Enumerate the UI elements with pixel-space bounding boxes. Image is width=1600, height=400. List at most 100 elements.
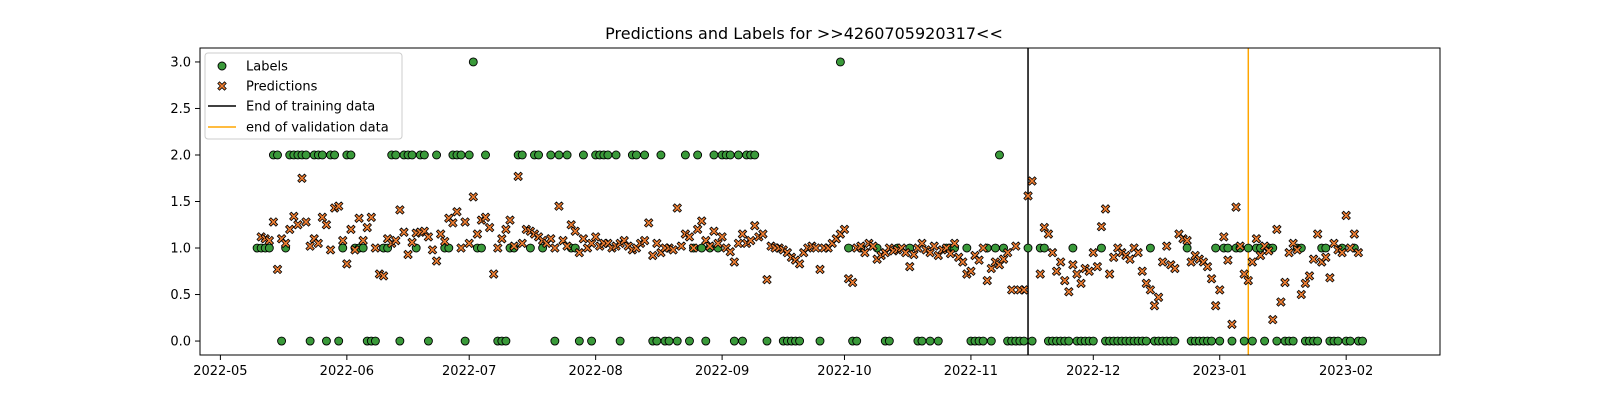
- label-point: [1288, 336, 1298, 346]
- label-point: [1358, 336, 1367, 346]
- prediction-point: [1263, 246, 1274, 256]
- y-tick-label: 0.5: [170, 288, 191, 303]
- y-tick-label: 2.5: [170, 102, 191, 117]
- legend-predictions-marker: [217, 81, 227, 91]
- label-point: [1096, 243, 1106, 253]
- prediction-point: [1182, 235, 1192, 246]
- label-point: [697, 243, 707, 253]
- label-point: [317, 150, 327, 160]
- prediction-point: [1288, 238, 1298, 249]
- prediction-point: [448, 218, 458, 228]
- label-point: [1243, 243, 1253, 253]
- label-point: [338, 243, 348, 253]
- label-point: [562, 150, 572, 160]
- prediction-point: [574, 247, 585, 258]
- prediction-point: [342, 259, 352, 269]
- label-point: [1064, 336, 1074, 346]
- label-point: [884, 336, 894, 346]
- label-point: [815, 336, 825, 346]
- label-point: [468, 57, 478, 67]
- prediction-point: [501, 224, 511, 235]
- prediction-point: [909, 249, 919, 260]
- prediction-point: [391, 235, 401, 246]
- label-point: [738, 336, 747, 346]
- prediction-point: [1280, 277, 1290, 288]
- y-tick-label: 2.0: [170, 148, 191, 163]
- prediction-point: [1210, 300, 1221, 311]
- prediction-point: [1137, 266, 1148, 277]
- label-point: [432, 150, 442, 160]
- prediction-point: [692, 224, 703, 235]
- prediction-point: [1153, 292, 1164, 303]
- predictions-series: [256, 171, 1364, 330]
- prediction-point: [1235, 241, 1245, 251]
- y-tick-label: 0.0: [170, 335, 191, 350]
- prediction-point: [1284, 247, 1294, 258]
- prediction-point: [484, 222, 495, 233]
- x-tick-label: 2023-01: [1193, 364, 1247, 379]
- prediction-point: [758, 229, 768, 239]
- prediction-point: [358, 235, 368, 246]
- prediction-point: [337, 235, 348, 246]
- prediction-point: [1059, 275, 1070, 286]
- prediction-point: [929, 241, 939, 251]
- prediction-point: [639, 235, 650, 246]
- prediction-point: [688, 243, 699, 253]
- prediction-point: [468, 192, 479, 202]
- prediction-point: [509, 241, 519, 251]
- x-axis: 2022-05 2022-06 2022-07 2022-08 2022-09 2022-…: [193, 355, 1373, 379]
- label-point: [444, 243, 454, 253]
- prediction-point: [1092, 261, 1103, 272]
- label-point: [264, 243, 274, 253]
- prediction-point: [1170, 263, 1180, 274]
- prediction-point: [860, 247, 870, 258]
- label-point: [680, 150, 690, 160]
- prediction-point: [456, 243, 466, 253]
- prediction-point: [350, 245, 360, 255]
- label-point: [460, 336, 470, 346]
- prediction-point: [321, 219, 332, 230]
- prediction-point: [1161, 241, 1172, 251]
- label-point: [1260, 336, 1270, 346]
- label-point: [1182, 243, 1192, 253]
- x-tick-label: 2022-06: [320, 364, 374, 379]
- prediction-point: [289, 211, 299, 222]
- prediction-point: [815, 264, 825, 275]
- prediction-point: [313, 238, 324, 249]
- prediction-point: [745, 235, 756, 246]
- y-axis: 0.0 0.5 1.0 1.5 2.0 2.5 3.0: [170, 55, 200, 350]
- label-point: [652, 336, 662, 346]
- prediction-point: [590, 232, 601, 242]
- prediction-point: [1337, 247, 1347, 258]
- label-point: [554, 150, 564, 160]
- prediction-point: [1145, 285, 1156, 295]
- x-tick-label: 2022-11: [944, 364, 998, 379]
- label-point: [1141, 336, 1151, 346]
- prediction-point: [1353, 247, 1364, 258]
- prediction-point: [998, 254, 1009, 264]
- prediction-point: [1312, 229, 1323, 239]
- label-point: [587, 336, 597, 346]
- prediction-point: [696, 216, 707, 226]
- label-point: [1039, 243, 1049, 253]
- prediction-point: [917, 238, 927, 249]
- prediction-point: [566, 219, 576, 230]
- legend: Labels Predictions End of training data end…: [204, 52, 403, 140]
- label-point: [990, 243, 1000, 253]
- prediction-point: [762, 274, 772, 285]
- prediction-point: [280, 238, 291, 249]
- label-point: [986, 336, 996, 346]
- label-point: [795, 336, 805, 346]
- prediction-point: [293, 219, 303, 230]
- prediction-point: [847, 277, 858, 288]
- label-point: [1239, 336, 1249, 346]
- prediction-point: [1039, 222, 1050, 233]
- prediction-point: [647, 250, 658, 261]
- label-point: [933, 336, 943, 346]
- label-point: [1223, 243, 1233, 253]
- prediction-point: [399, 227, 409, 237]
- x-tick-label: 2022-09: [695, 364, 749, 379]
- prediction-point: [978, 243, 988, 253]
- prediction-point: [301, 217, 311, 227]
